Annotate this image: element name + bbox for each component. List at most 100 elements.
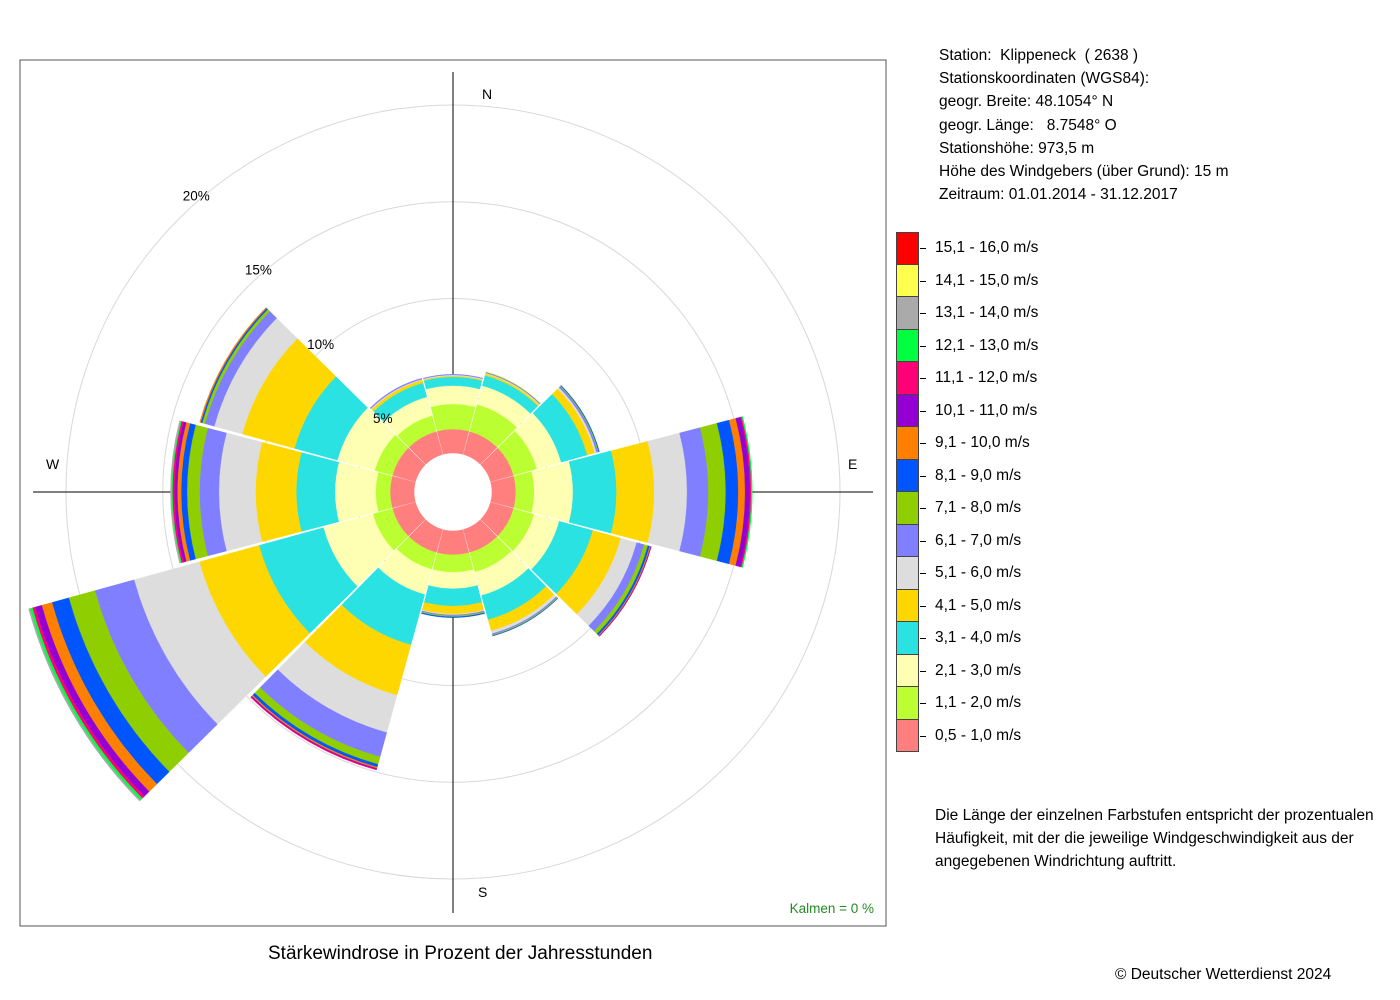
segment-300-class-10: [199, 307, 267, 423]
legend-swatch: [896, 589, 919, 622]
legend-label: 14,1 - 15,0 m/s: [935, 271, 1039, 289]
segment-90-class-3: [531, 461, 574, 523]
compass-label-north: N: [482, 86, 492, 102]
legend-swatch: [896, 687, 919, 720]
segment-60-class-9: [560, 385, 600, 453]
legend-tick: [920, 345, 926, 347]
sector-240deg: [28, 502, 426, 802]
segment-270-class-14: [170, 420, 181, 564]
legend-label: 1,1 - 2,0 m/s: [935, 694, 1022, 711]
legend-label: 15,1 - 16,0 m/s: [935, 239, 1039, 256]
windrose-plot-area: 5% 10% 15% 20%: [28, 72, 873, 913]
legend-swatch: [896, 719, 919, 752]
legend-tick: [920, 735, 926, 737]
segment-270-class-3: [334, 462, 379, 522]
sector-150deg: [463, 519, 559, 637]
segment-270-class-4: [296, 452, 340, 532]
station-info: Station: Klippeneck ( 2638 ) Stationskoo…: [939, 44, 1228, 206]
sensor-height: Höhe des Windgebers (über Grund): 15 m: [939, 163, 1229, 181]
segment-120-class-11: [598, 546, 652, 637]
legend-label: 0,5 - 1,0 m/s: [935, 726, 1022, 744]
legend-swatch: [896, 232, 919, 265]
explanation-note: Die Länge der einzelnen Farbstufen entsp…: [935, 807, 1374, 871]
compass-label-west: W: [46, 456, 60, 472]
center-disk: [414, 453, 492, 531]
segment-0-class-7: [423, 374, 483, 379]
sector-30deg: [463, 371, 541, 465]
legend-label: 10,1 - 11,0 m/s: [935, 401, 1038, 419]
sector-180deg: [421, 529, 485, 618]
segment-30-class-8: [485, 371, 541, 404]
segment-180-class-9: [421, 612, 485, 618]
legend-swatch: [896, 654, 919, 687]
legend-swatch: [896, 394, 919, 427]
period: Zeitraum: 01.01.2014 - 31.12.2017: [939, 186, 1178, 204]
segment-180-class-2: [432, 552, 474, 573]
segment-90-class-1: [490, 475, 517, 509]
sector-330deg: [369, 377, 443, 465]
chart-caption: Stärkewindrose in Prozent der Jahresstun…: [268, 943, 653, 964]
segment-180-class-3: [428, 569, 478, 589]
legend-label: 7,1 - 8,0 m/s: [935, 499, 1022, 516]
legend-tick: [920, 573, 926, 574]
segment-210-class-12: [250, 696, 377, 771]
legend-tick: [920, 248, 926, 249]
segment-90-class-2: [513, 471, 535, 513]
legend-swatch: [896, 427, 919, 460]
sector-90deg: [490, 416, 753, 568]
legend-swatch: [896, 524, 919, 557]
legend-label: 6,1 - 7,0 m/s: [935, 531, 1022, 549]
sector-60deg: [480, 385, 600, 482]
segment-270-class-1: [389, 475, 416, 509]
legend-tick: [920, 605, 926, 607]
legend-swatch: [896, 622, 919, 655]
legend-tick: [920, 540, 926, 542]
legend-swatch: [896, 492, 919, 525]
sector-270deg: [170, 420, 416, 564]
legend-swatch: [896, 297, 919, 330]
legend-tick: [920, 670, 926, 672]
station-name: Station: Klippeneck ( 2638 ): [939, 47, 1139, 64]
legend-label: 5,1 - 6,0 m/s: [935, 564, 1022, 581]
legend-swatch: [896, 459, 919, 492]
legend-label: 2,1 - 3,0 m/s: [935, 661, 1022, 679]
legend-label: 9,1 - 10,0 m/s: [935, 434, 1030, 451]
legend-label: 3,1 - 4,0 m/s: [935, 629, 1022, 646]
compass-label-south: S: [478, 884, 487, 900]
plot-frame: [19, 59, 887, 927]
legend-tick: [920, 703, 926, 704]
ring-label-20: 20%: [183, 189, 210, 204]
ring-label-10: 10%: [307, 337, 334, 352]
station-latitude: geogr. Breite: 48.1054° N: [939, 93, 1114, 111]
compass-label-east: E: [848, 456, 857, 472]
segment-150-class-9: [492, 597, 559, 637]
segment-90-class-5: [610, 441, 655, 543]
copyright: © Deutscher Wetterdienst 2024: [1115, 966, 1332, 983]
segment-330-class-7: [369, 377, 423, 409]
segment-180-class-1: [436, 529, 470, 556]
segment-270-class-2: [375, 472, 393, 512]
sector-0deg: [423, 374, 483, 455]
legend-swatch: [896, 557, 919, 590]
ring-label-5: 5%: [373, 411, 393, 426]
station-coords-title: Stationskoordinaten (WGS84):: [939, 70, 1150, 88]
station-longitude: geogr. Länge: 8.7548° O: [939, 116, 1117, 134]
legend-label: 4,1 - 5,0 m/s: [935, 596, 1022, 614]
legend-tick: [920, 313, 926, 314]
legend-tick: [920, 280, 926, 282]
segment-0-class-1: [436, 428, 470, 455]
sector-300deg: [199, 307, 426, 482]
legend-label: 12,1 - 13,0 m/s: [935, 336, 1039, 354]
legend-tick: [920, 508, 926, 509]
station-height: Stationshöhe: 973,5 m: [939, 139, 1095, 157]
sector-120deg: [480, 502, 652, 637]
legend-label: 13,1 - 14,0 m/s: [935, 304, 1039, 321]
segment-270-class-5: [255, 442, 302, 542]
legend-swatch: [896, 362, 919, 395]
segment-90-class-13: [741, 416, 753, 568]
segment-180-class-4: [423, 585, 483, 607]
calm-label: Kalmen = 0 %: [790, 901, 874, 916]
legend-tick: [920, 410, 926, 412]
legend-tick: [920, 378, 926, 379]
